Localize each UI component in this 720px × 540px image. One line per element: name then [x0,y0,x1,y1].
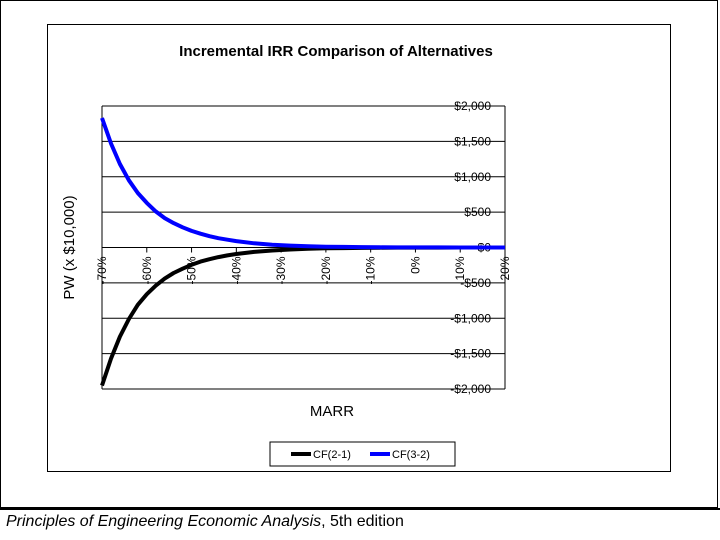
y-tick-label-7: -$1,500 [450,347,491,361]
legend-label-cf-2-1-: CF(2-1) [313,449,351,461]
x-tick-label-9: 20% [498,256,512,280]
slide-frame [0,0,718,508]
series-line-cf-3-2- [100,117,505,250]
y-tick-label-8: -$2,000 [450,382,491,396]
y-tick-label-0: $2,000 [454,99,491,113]
x-tick-label-3: -40% [229,256,243,284]
y-tick-label-2: $1,000 [454,170,491,184]
x-tick-label-1: -60% [140,256,154,284]
x-tick-label-0: -70% [95,256,109,284]
chart-frame: Incremental IRR Comparison of Alternativ… [47,24,671,472]
footer-citation: Principles of Engineering Economic Analy… [6,513,404,531]
y-axis-title: PW (x $10,000) [61,195,78,299]
y-tick-label-1: $1,500 [454,134,491,148]
chart-title: Incremental IRR Comparison of Alternativ… [179,43,493,60]
y-tick-label-6: -$1,000 [450,311,491,325]
legend-label-cf-3-2-: CF(3-2) [392,449,430,461]
x-tick-label-7: 0% [408,256,422,274]
x-axis-title: MARR [310,403,354,420]
x-tick-label-4: -30% [274,256,288,284]
series-line-cf-2-1- [100,245,505,387]
footer-divider [0,508,720,510]
x-tick-label-2: -50% [185,256,199,284]
y-tick-label-3: $500 [464,205,491,219]
y-tick-label-5: -$500 [460,276,491,290]
chart-svg: Incremental IRR Comparison of Alternativ… [61,43,512,467]
x-tick-label-5: -20% [319,256,333,284]
x-tick-label-6: -10% [364,256,378,284]
footer-book-title: Principles of Engineering Economic Analy… [6,513,322,530]
footer-edition: , 5th edition [321,513,404,530]
x-tick-label-8: 10% [453,256,467,280]
